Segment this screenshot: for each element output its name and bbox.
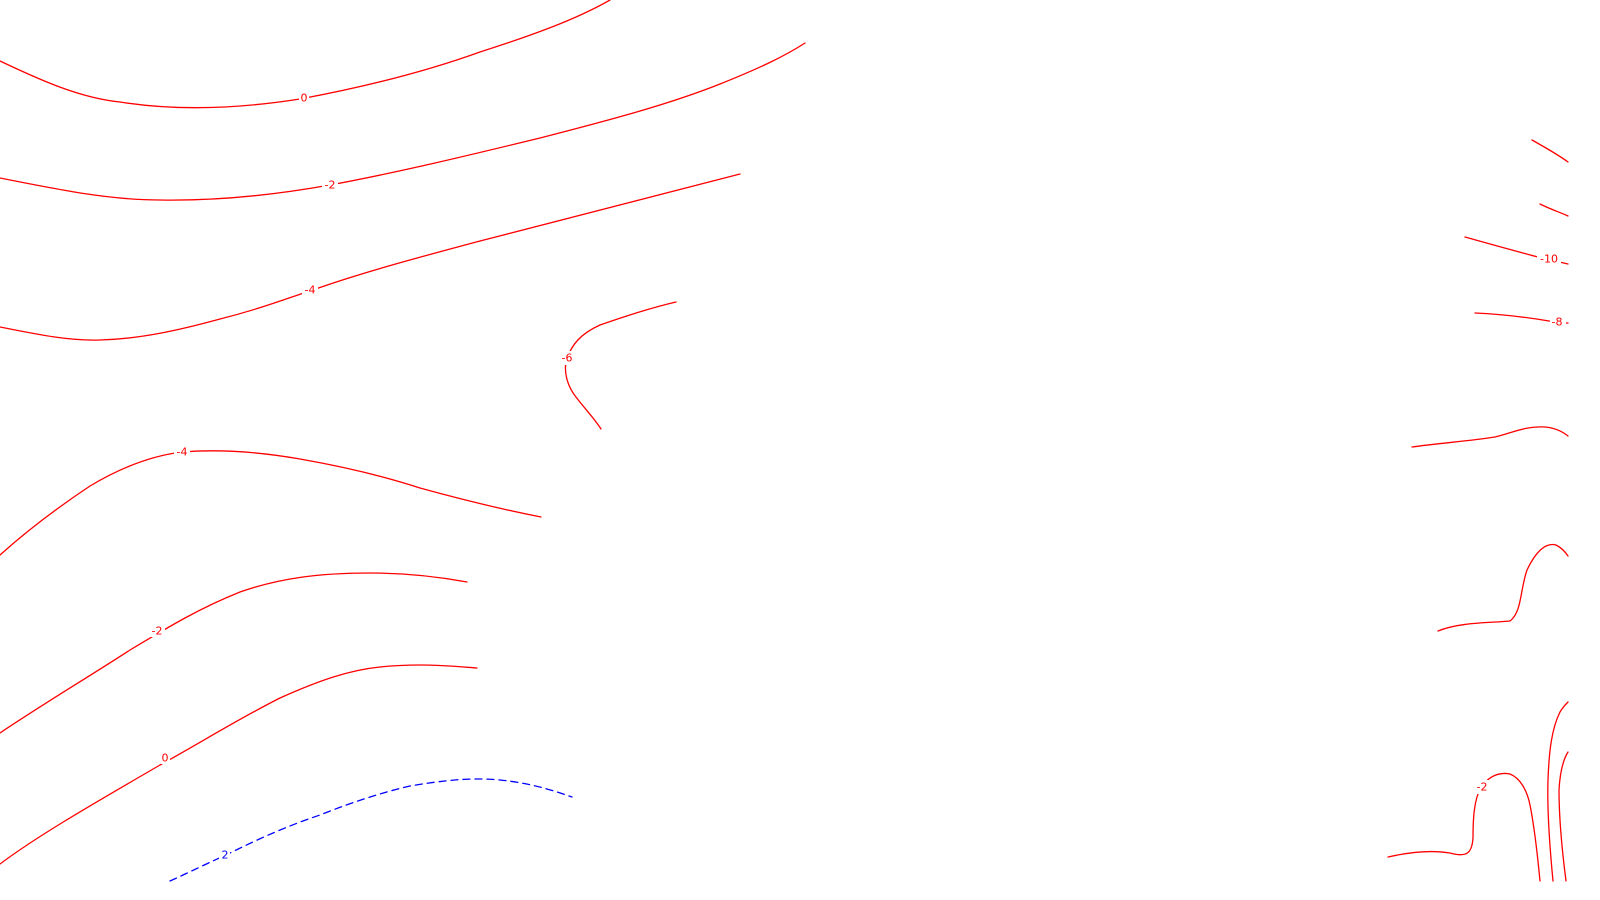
contour-label-top-minus4: -4 [302,283,318,297]
contour-line-right-bottom-inner-a [1547,701,1569,882]
svg-text:0: 0 [301,92,308,105]
contour-line-left-minus2 [0,572,468,734]
contour-label-left-0: 0 [160,751,170,765]
contour-label-bottom-plus2: 2 [219,848,230,862]
contour-label-mid-minus6: -6 [559,351,575,365]
contour-line-bottom-plus2 [169,778,573,882]
contour-label-right-minus8: -8 [1550,315,1566,329]
svg-text:-2: -2 [325,179,336,192]
contour-label-left-minus2: -2 [149,624,165,638]
svg-text:-2: -2 [1477,781,1488,794]
contour-line-left-minus4 [0,450,542,556]
svg-text:-4: -4 [177,446,188,459]
contour-line-right-bottom-inner-b [1558,751,1569,882]
contour-label-right-minus2: -2 [1474,780,1490,794]
contour-line-right-upper-a [1531,139,1569,163]
contour-label-top-minus2: -2 [322,178,338,192]
svg-text:2: 2 [222,849,229,862]
contour-label-left-minus4: -4 [174,445,190,459]
svg-text:0: 0 [162,752,169,765]
contour-line-right-bottom-minus2 [1387,772,1541,882]
svg-text:-2: -2 [152,625,163,638]
contour-line-right-lower [1437,543,1569,632]
svg-text:-6: -6 [562,352,573,365]
contour-line-top-minus2 [0,42,806,201]
svg-text:-10: -10 [1540,253,1558,266]
svg-text:-8: -8 [1552,316,1563,329]
svg-text:-4: -4 [305,284,316,297]
contour-line-left-0 [0,664,478,865]
contour-line-right-mid [1411,426,1569,448]
contour-label-right-minus10: -10 [1537,252,1561,266]
contour-line-mid-minus6 [564,301,677,430]
contour-line-right-upper-b [1539,203,1569,217]
contour-label-top-0: 0 [299,91,309,105]
